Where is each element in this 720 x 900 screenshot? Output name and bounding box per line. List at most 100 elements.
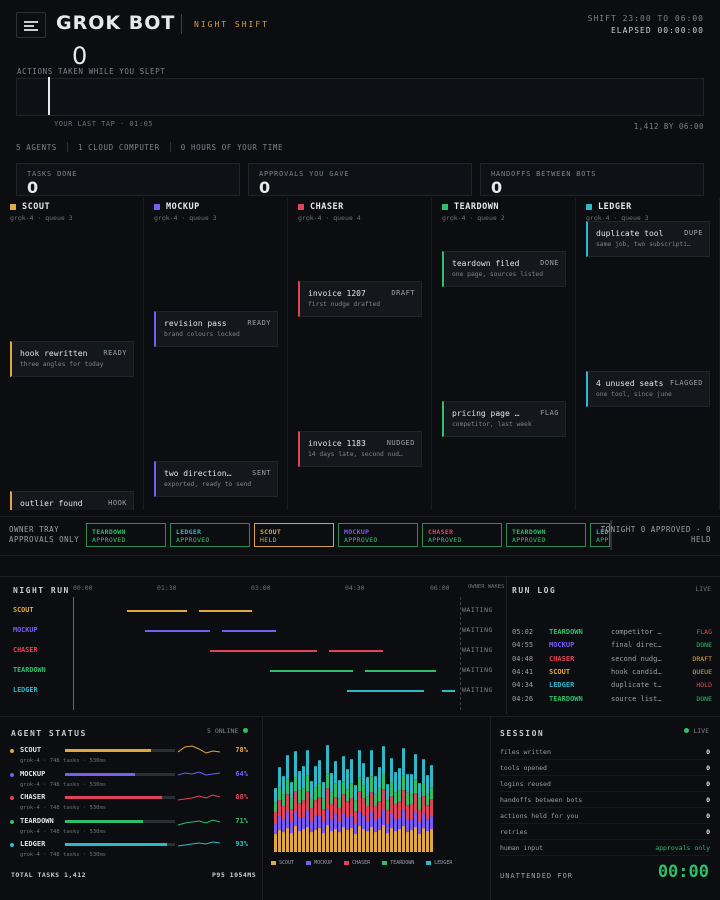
timeline-cursor[interactable]	[48, 77, 50, 115]
agent-meta: grok-4 · 748 tasks · 530ms	[20, 758, 107, 764]
agent-row-chaser[interactable]: CHASER grok-4 · 748 tasks · 530ms 88%	[10, 793, 250, 815]
chart-bar-chaser	[346, 801, 349, 818]
chart-bar-chaser	[382, 789, 385, 811]
task-card[interactable]: duplicate tool DUPE same job, two subscrip…	[586, 221, 710, 257]
chart-bar-teardown	[326, 773, 329, 789]
run-segment[interactable]	[222, 630, 276, 632]
live-indicator-icon	[684, 728, 689, 733]
approval-chip[interactable]: MOCKUP APPROVED	[338, 523, 418, 547]
agent-row-ledger[interactable]: LEDGER grok-4 · 748 tasks · 530ms 93%	[10, 840, 250, 862]
chart-bar-chaser	[430, 799, 433, 817]
log-entry[interactable]: 04:26 TEARDOWN source list… DONE	[512, 695, 712, 705]
chart-bar-teardown	[366, 796, 369, 807]
task-card[interactable]: outlier foundHOOK11x that channel median	[10, 491, 134, 510]
session-key: retries	[500, 828, 528, 836]
metric-label: APPROVALS YOU GAVE	[259, 170, 350, 178]
stat-computers: 1 CLOUD COMPUTER	[77, 142, 160, 152]
approval-chip[interactable]: TEARDOWN APPROVED	[506, 523, 586, 547]
activity-timeline[interactable]	[16, 78, 704, 116]
log-entry[interactable]: 04:55 MOCKUP final direc… DONE	[512, 641, 712, 651]
run-segment[interactable]	[145, 630, 211, 632]
log-entry[interactable]: 05:02 TEARDOWN competitor … FLAG	[512, 628, 712, 638]
chart-bar-scout	[278, 830, 281, 852]
night-run-agent: MOCKUP	[13, 626, 38, 634]
chart-bar-ledger	[378, 767, 381, 789]
legend-label: CHASER	[352, 860, 371, 866]
task-card[interactable]: invoice 1183 NUDGED 14 days late, second n…	[298, 431, 422, 467]
chart-bar-chaser	[274, 812, 277, 825]
actions-caption: ACTIONS TAKEN WHILE YOU SLEPT	[17, 67, 166, 76]
agent-row-teardown[interactable]: TEARDOWN grok-4 · 748 tasks · 530ms 71%	[10, 817, 250, 839]
agent-dot-icon	[10, 819, 14, 824]
chart-bar-teardown	[314, 787, 317, 801]
agent-meta: grok-4 · 748 tasks · 530ms	[20, 781, 107, 788]
chart-bar-teardown	[342, 781, 345, 795]
approval-chip[interactable]: SCOUT HELD	[254, 523, 334, 547]
column-header: LEDGER	[586, 202, 632, 212]
task-card[interactable]: pricing page … FLAG competitor, last week	[442, 401, 566, 437]
run-segment[interactable]	[329, 650, 383, 652]
session-row: human input approvals only	[500, 842, 710, 856]
night-run-time-tick: 01:30	[157, 584, 177, 592]
chart-bar-mockup	[350, 816, 353, 829]
chart-bar-teardown	[278, 787, 281, 801]
log-entry[interactable]: 04:41 SCOUT hook candid… QUEUE	[512, 668, 712, 678]
projected-actions: 1,412 BY 06:00	[633, 122, 704, 131]
chart-bar-scout	[382, 825, 385, 852]
chart-bar-ledger	[314, 766, 317, 788]
session-value: 0	[706, 748, 710, 756]
agent-row-scout[interactable]: SCOUT grok-4 · 748 tasks · 530ms 78%	[10, 745, 250, 768]
chart-bar-teardown	[346, 789, 349, 802]
task-card[interactable]: hook rewritten READY three angles for toda…	[10, 341, 134, 377]
approval-chip[interactable]: TEARDOWN APPROVED	[86, 523, 166, 547]
chart-bar-chaser	[426, 805, 429, 821]
run-segment[interactable]	[198, 610, 252, 612]
column-title: MOCKUP	[166, 202, 200, 212]
log-status: FLAG	[696, 628, 712, 636]
log-entry[interactable]: 04:48 CHASER second nudg… DRAFT	[512, 655, 712, 665]
task-card[interactable]: two direction… SENT exported, ready to sen…	[154, 461, 278, 497]
run-segment[interactable]	[210, 650, 318, 652]
task-card[interactable]: invoice 1207 DRAFT first nudge drafted	[298, 281, 422, 317]
chart-bar-chaser	[378, 801, 381, 818]
chart-bar-teardown	[294, 777, 297, 792]
legend-item: CHASER	[344, 860, 370, 866]
chart-bar-scout	[398, 829, 401, 852]
agent-wait-status: WAITING	[462, 686, 493, 694]
metric-label: HANDOFFS BETWEEN BOTS	[491, 170, 597, 178]
task-card[interactable]: 4 unused seats FLAGGED one tool, since jun…	[586, 371, 710, 407]
approval-chip[interactable]: CHASER APPROVED	[422, 523, 502, 547]
agent-dot-icon	[10, 843, 14, 847]
chart-bar-mockup	[330, 819, 333, 832]
run-segment[interactable]	[346, 690, 425, 692]
log-entry[interactable]: 04:34 LEDGER duplicate t… HOLD	[512, 681, 712, 691]
run-segment[interactable]	[269, 670, 353, 672]
legend-label: MOCKUP	[314, 860, 333, 866]
task-card[interactable]: revision pass READY brand colours locked	[154, 311, 278, 347]
column-meta: grok-4 · queue 3	[154, 214, 217, 222]
task-title: pricing page …	[452, 409, 520, 418]
chart-bar-mockup	[342, 813, 345, 828]
chart-bar-chaser	[422, 796, 425, 815]
metric-value: 0	[491, 178, 503, 197]
title-divider	[181, 14, 182, 34]
chart-bar-teardown	[418, 798, 421, 811]
legend-item: TEARDOWN	[382, 860, 414, 866]
menu-button[interactable]	[16, 12, 46, 38]
app-title: GROK BOT	[56, 12, 176, 34]
agent-meta: grok-4 · 748 tasks · 530ms	[20, 805, 107, 811]
agent-row-mockup[interactable]: MOCKUP grok-4 · 748 tasks · 530ms 64%	[10, 770, 250, 792]
run-segment[interactable]	[364, 670, 436, 672]
chart-bar-teardown	[282, 794, 285, 807]
chip-agent: LEDGER	[176, 528, 202, 536]
task-card[interactable]: teardown filed DONE one page, sources list…	[442, 251, 566, 287]
task-status: SENT	[252, 469, 271, 477]
run-segment[interactable]	[441, 690, 455, 692]
run-segment[interactable]	[127, 610, 187, 612]
run-log-panel	[506, 576, 720, 714]
stats-row: 5 AGENTS 1 CLOUD COMPUTER 0 HOURS OF YOU…	[16, 142, 283, 152]
owner-wakes-label: OWNER WAKES	[468, 584, 505, 590]
tray-scroll-edge	[610, 520, 612, 550]
